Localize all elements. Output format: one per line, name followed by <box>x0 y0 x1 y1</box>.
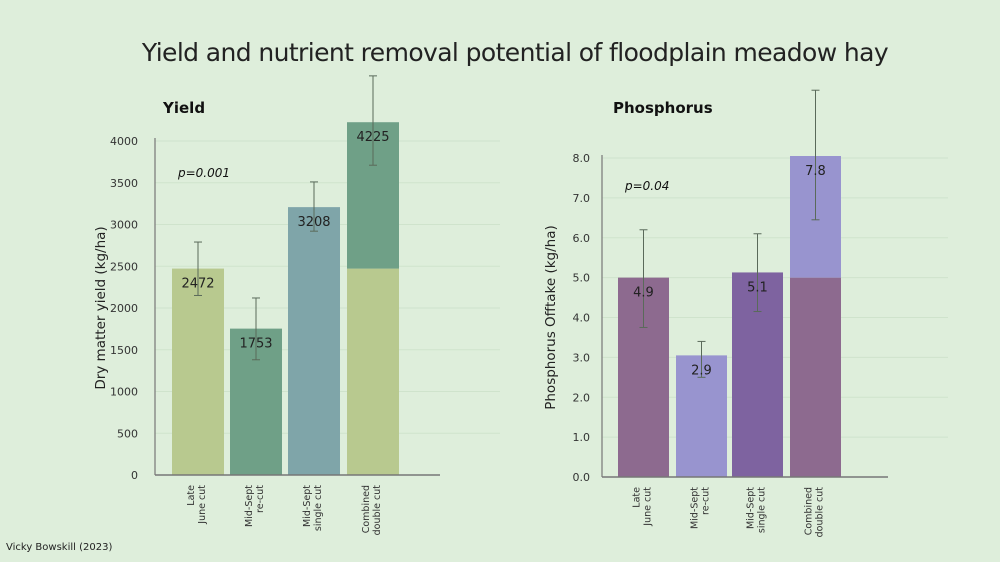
category-label: Mid-Sept <box>746 487 757 529</box>
chart-phosphorus: 0.0 1.0 2.0 3.0 4.0 5.0 6.0 7.0 8.0 Phosphorus Pho… <box>543 89 948 538</box>
slide-title: Yield and nutrient removal potential of … <box>141 38 889 67</box>
y-tick-label: 1500 <box>110 344 138 357</box>
data-label: 7.8 <box>805 164 826 179</box>
error-bar <box>369 75 377 166</box>
category-label: double cut <box>815 487 826 538</box>
category-label: Late <box>632 487 643 508</box>
category-label: June cut <box>197 485 208 525</box>
data-label: 2472 <box>181 277 214 292</box>
bar-segment-first-cut <box>347 268 399 475</box>
bar-segment-first-cut <box>790 277 841 477</box>
error-bar <box>753 233 762 313</box>
y-axis-label: Dry matter yield (kg/ha) <box>93 226 109 389</box>
y-tick-label: 500 <box>117 427 138 440</box>
category-label: single cut <box>313 485 324 531</box>
category-label: re-cut <box>701 487 712 515</box>
y-tick-label: 8.0 <box>573 152 591 165</box>
data-label: 5.1 <box>747 280 768 295</box>
y-tick-label: 2500 <box>110 260 138 273</box>
category-label: Combined <box>361 485 372 533</box>
category-label: single cut <box>757 487 768 533</box>
error-bar <box>310 181 318 232</box>
data-label: 4225 <box>356 130 389 145</box>
y-tick-label: 5.0 <box>573 272 591 285</box>
y-tick-label: 4000 <box>110 135 138 148</box>
chart-title: Phosphorus <box>613 99 713 117</box>
y-tick-label: 3.0 <box>573 351 591 364</box>
y-tick-label: 0.0 <box>573 471 591 484</box>
bar <box>172 268 224 475</box>
category-label: Late <box>186 485 197 506</box>
category-label: Mid-Sept <box>690 487 701 529</box>
category-label: Mid-Sept <box>302 485 313 527</box>
category-label: Combined <box>804 487 815 535</box>
y-tick-label: 7.0 <box>573 192 591 205</box>
y-tick-label: 3500 <box>110 177 138 190</box>
bar <box>288 207 340 475</box>
y-tick-label: 2.0 <box>573 391 591 404</box>
p-value-annotation: p=0.001 <box>177 166 230 180</box>
y-tick-label: 1.0 <box>573 431 591 444</box>
category-label: June cut <box>643 487 654 527</box>
y-tick-label: 6.0 <box>573 232 591 245</box>
data-label: 1753 <box>239 337 272 352</box>
error-bar <box>639 229 648 328</box>
y-tick-label: 3000 <box>110 219 138 232</box>
credit-text: Vicky Bowskill (2023) <box>6 542 113 553</box>
error-bar <box>252 297 260 361</box>
y-tick-label: 0 <box>131 469 138 482</box>
chart-yield: 0 500 1000 1500 2000 2500 3000 3500 4000 Yield Dry… <box>93 75 500 536</box>
data-label: 4.9 <box>633 286 654 301</box>
y-axis-label: Phosphorus Offtake (kg/ha) <box>543 225 559 410</box>
error-bar <box>811 89 820 221</box>
error-bar <box>194 241 202 296</box>
category-label: re-cut <box>255 485 266 513</box>
data-label: 3208 <box>297 215 330 230</box>
category-label: Mid-Sept <box>244 485 255 527</box>
p-value-annotation: p=0.04 <box>624 179 669 193</box>
error-bar <box>697 340 706 378</box>
category-label: double cut <box>372 485 383 536</box>
y-tick-label: 2000 <box>110 302 138 315</box>
chart-title: Yield <box>162 99 205 117</box>
data-label: 2.9 <box>691 363 712 378</box>
y-tick-label: 1000 <box>110 386 138 399</box>
y-tick-label: 4.0 <box>573 312 591 325</box>
